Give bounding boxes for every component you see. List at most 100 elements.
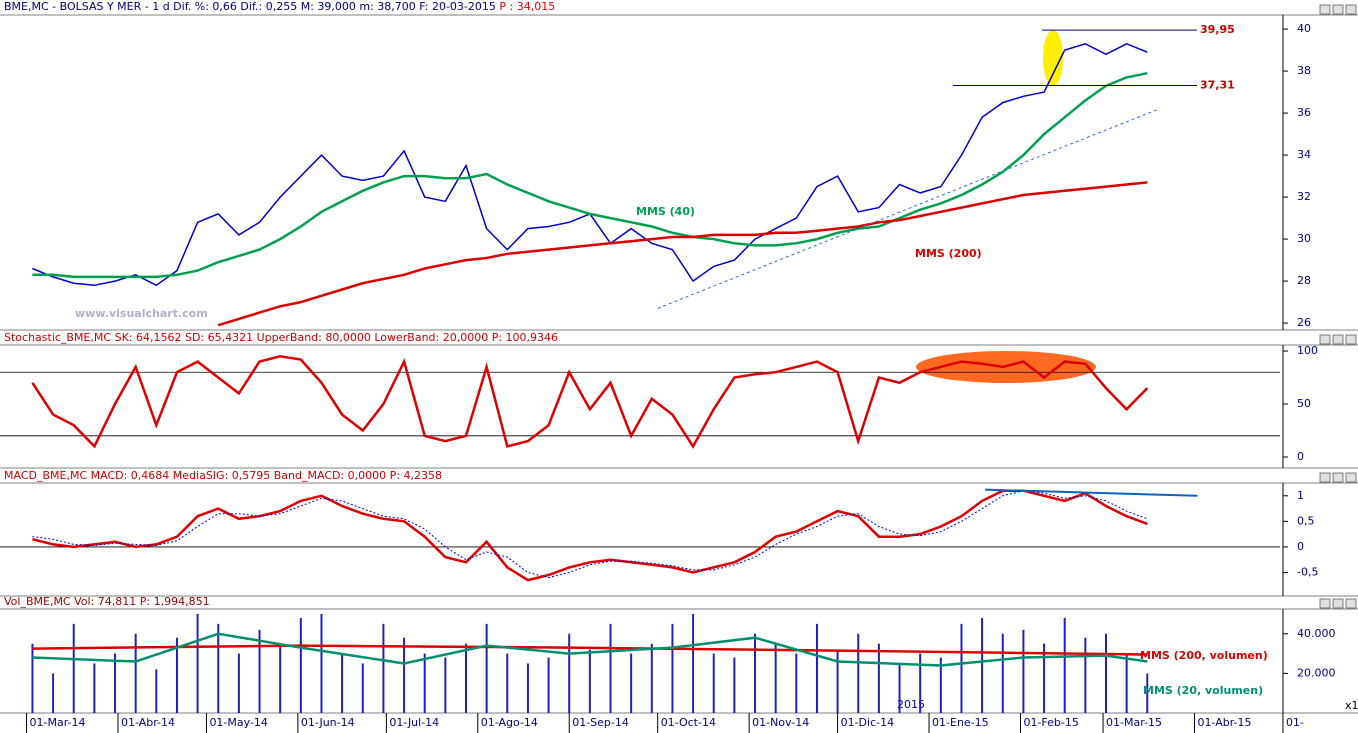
annotation: 2015 [897, 698, 925, 711]
x-tick-label: 01-Mar-15 [1106, 716, 1162, 729]
series-label: MMS (200, volumen) [1140, 649, 1268, 662]
x-tick-label: 01-Abr-15 [1197, 716, 1251, 729]
volume-bar [196, 613, 199, 713]
panel-title-text: Stochastic_BME,MC SK: 64,1562 SD: 65,432… [4, 331, 558, 344]
volume-bar [939, 657, 942, 713]
series-label: MMS (20, volumen) [1143, 684, 1263, 697]
volume-bar [1146, 673, 1149, 713]
x-tick-label: 01-Jul-14 [389, 716, 439, 729]
volume-bar [320, 613, 323, 713]
volume-bar [671, 623, 674, 713]
volume-bar [485, 623, 488, 713]
series-line [32, 489, 1148, 582]
x-tick-label: 01-Ene-15 [932, 716, 989, 729]
y-tick-label: 28 [1297, 274, 1311, 287]
volume-bar [1063, 617, 1066, 713]
volume-bar [547, 657, 550, 713]
series-line [217, 181, 1148, 327]
series-line [32, 632, 1148, 667]
volume-bar [31, 643, 34, 713]
cursor-price: P : 34,015 [499, 0, 555, 13]
volume-bar [279, 643, 282, 713]
volume-bar [526, 663, 529, 713]
y-tick-label: 30 [1297, 232, 1311, 245]
volume-bar [217, 623, 220, 713]
volume-bar [836, 649, 839, 713]
y-tick-label: 0 [1297, 450, 1304, 463]
highlight-ellipse [1043, 30, 1063, 86]
x-tick-label: 01-Oct-14 [661, 716, 716, 729]
y-tick-label: 40.000 [1297, 627, 1336, 640]
volume-bar [444, 657, 447, 713]
volume-bar [341, 653, 344, 713]
series-line [32, 644, 1148, 656]
series-line [32, 71, 1148, 279]
volume-bar [1125, 653, 1128, 713]
volume-bar [382, 623, 385, 713]
panel-title: MACD_BME,MC MACD: 0,4684 MediaSIG: 0,579… [4, 469, 442, 482]
y-tick-label: 0 [1297, 540, 1304, 553]
volume-bar [506, 653, 509, 713]
volume-bar [299, 617, 302, 713]
x-tick-label: 01-Abr-14 [121, 716, 175, 729]
volume-bar [630, 653, 633, 713]
x-tick-label: 01-Nov-14 [752, 716, 809, 729]
y-tick-label: -0,5 [1297, 565, 1318, 578]
volume-bar [237, 653, 240, 713]
volume-bar [403, 637, 406, 713]
x-tick-label: 01- [1286, 716, 1304, 729]
volume-bar [981, 617, 984, 713]
window-button [1345, 598, 1357, 609]
series-label: MMS (200) [915, 247, 982, 260]
window-button [1332, 598, 1344, 609]
window-button [1332, 334, 1344, 345]
volume-bar [733, 657, 736, 713]
volume-bar [423, 653, 426, 713]
volume-bar [712, 653, 715, 713]
y-tick-label: 50 [1297, 397, 1311, 410]
panel-title: BME,MC - BOLSAS Y MER - 1 d Dif. %: 0,66… [4, 0, 555, 13]
window-button [1319, 472, 1331, 483]
level-label: 39,95 [1200, 23, 1235, 36]
x-tick-label: 01-Dic-14 [841, 716, 895, 729]
volume-bar [857, 633, 860, 713]
volume-bar [919, 653, 922, 713]
window-button [1319, 4, 1331, 15]
y-tick-label: 100 [1297, 344, 1318, 357]
x-tick-label: 01-Ago-14 [481, 716, 538, 729]
volume-bar [175, 637, 178, 713]
window-button [1345, 334, 1357, 345]
panel-title-text: BME,MC - BOLSAS Y MER - 1 d Dif. %: 0,66… [4, 0, 499, 13]
volume-bar [960, 623, 963, 713]
volume-bar [93, 663, 96, 713]
scale-note: x10 [1345, 699, 1358, 712]
volume-bar [898, 663, 901, 713]
volume-bar [464, 643, 467, 713]
volume-bar [1104, 633, 1107, 713]
window-button [1345, 4, 1357, 15]
y-tick-label: 20.000 [1297, 666, 1336, 679]
volume-bar [795, 653, 798, 713]
series-line [31, 355, 1149, 449]
trendline [985, 488, 1198, 497]
volume-bar [1084, 637, 1087, 713]
watermark: www.visualchart.com [75, 307, 208, 320]
x-tick-label: 01-May-14 [209, 716, 267, 729]
volume-bar [692, 613, 695, 713]
volume-bar [52, 673, 55, 713]
volume-bar [609, 623, 612, 713]
y-tick-label: 36 [1297, 106, 1311, 119]
volume-bar [1043, 643, 1046, 713]
volume-bar [568, 633, 571, 713]
y-tick-label: 38 [1297, 64, 1311, 77]
y-tick-label: 40 [1297, 22, 1311, 35]
volume-bar [754, 633, 757, 713]
volume-bar [114, 653, 117, 713]
volume-bar [134, 633, 137, 713]
volume-bar [361, 663, 364, 713]
x-tick-label: 01-Sep-14 [572, 716, 629, 729]
level-label: 37,31 [1200, 79, 1235, 92]
x-tick-label: 01-Jun-14 [301, 716, 355, 729]
